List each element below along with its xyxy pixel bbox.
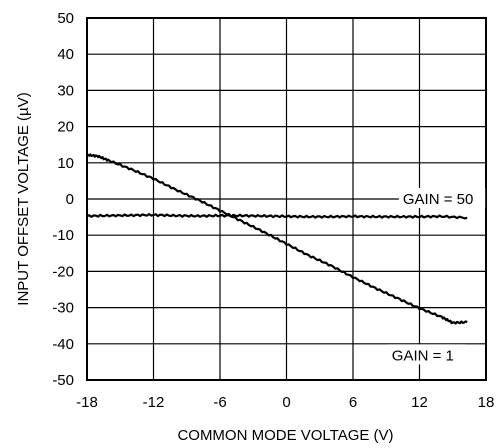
y-tick-label: 20 [57,119,74,136]
x-tick-label: 18 [478,394,495,411]
y-tick-label: -30 [52,300,74,317]
y-tick-label: -10 [52,227,74,244]
y-tick-label: 30 [57,82,74,99]
plot-frame [86,17,487,381]
y-tick-label: 0 [66,191,74,208]
series-label: GAIN = 50 [403,191,473,208]
series-lines [86,153,468,325]
x-tick-label: 6 [349,394,357,411]
x-tick-label: -18 [76,394,98,411]
x-tick-label: -6 [213,394,226,411]
x-tick-label: -12 [143,394,165,411]
y-tick-label: -20 [52,263,74,280]
y-tick-label: 10 [57,155,74,172]
series-line-gain-1 [86,153,468,325]
series-line-gain-50 [86,213,468,220]
x-tick-labels: -18 -12 -6 0 6 12 18 [76,394,494,411]
series-label: GAIN = 1 [392,347,454,364]
x-tick-label: 12 [411,394,428,411]
y-tick-label: -50 [52,372,74,389]
annotation-background [387,344,466,365]
annotation-background [398,188,486,208]
y-tick-label: 50 [57,10,74,27]
series-annotations: GAIN = 50 GAIN = 1 [387,188,486,365]
y-tick-label: -40 [52,336,74,353]
x-tick-label: 0 [282,394,290,411]
y-tick-labels: 50 40 30 20 10 0 -10 -20 -30 -40 -50 [52,10,74,389]
y-tick-label: 40 [57,46,74,63]
y-axis-label: INPUT OFFSET VOLTAGE (µV) [15,92,32,305]
x-axis-label: COMMON MODE VOLTAGE (V) [177,427,393,444]
